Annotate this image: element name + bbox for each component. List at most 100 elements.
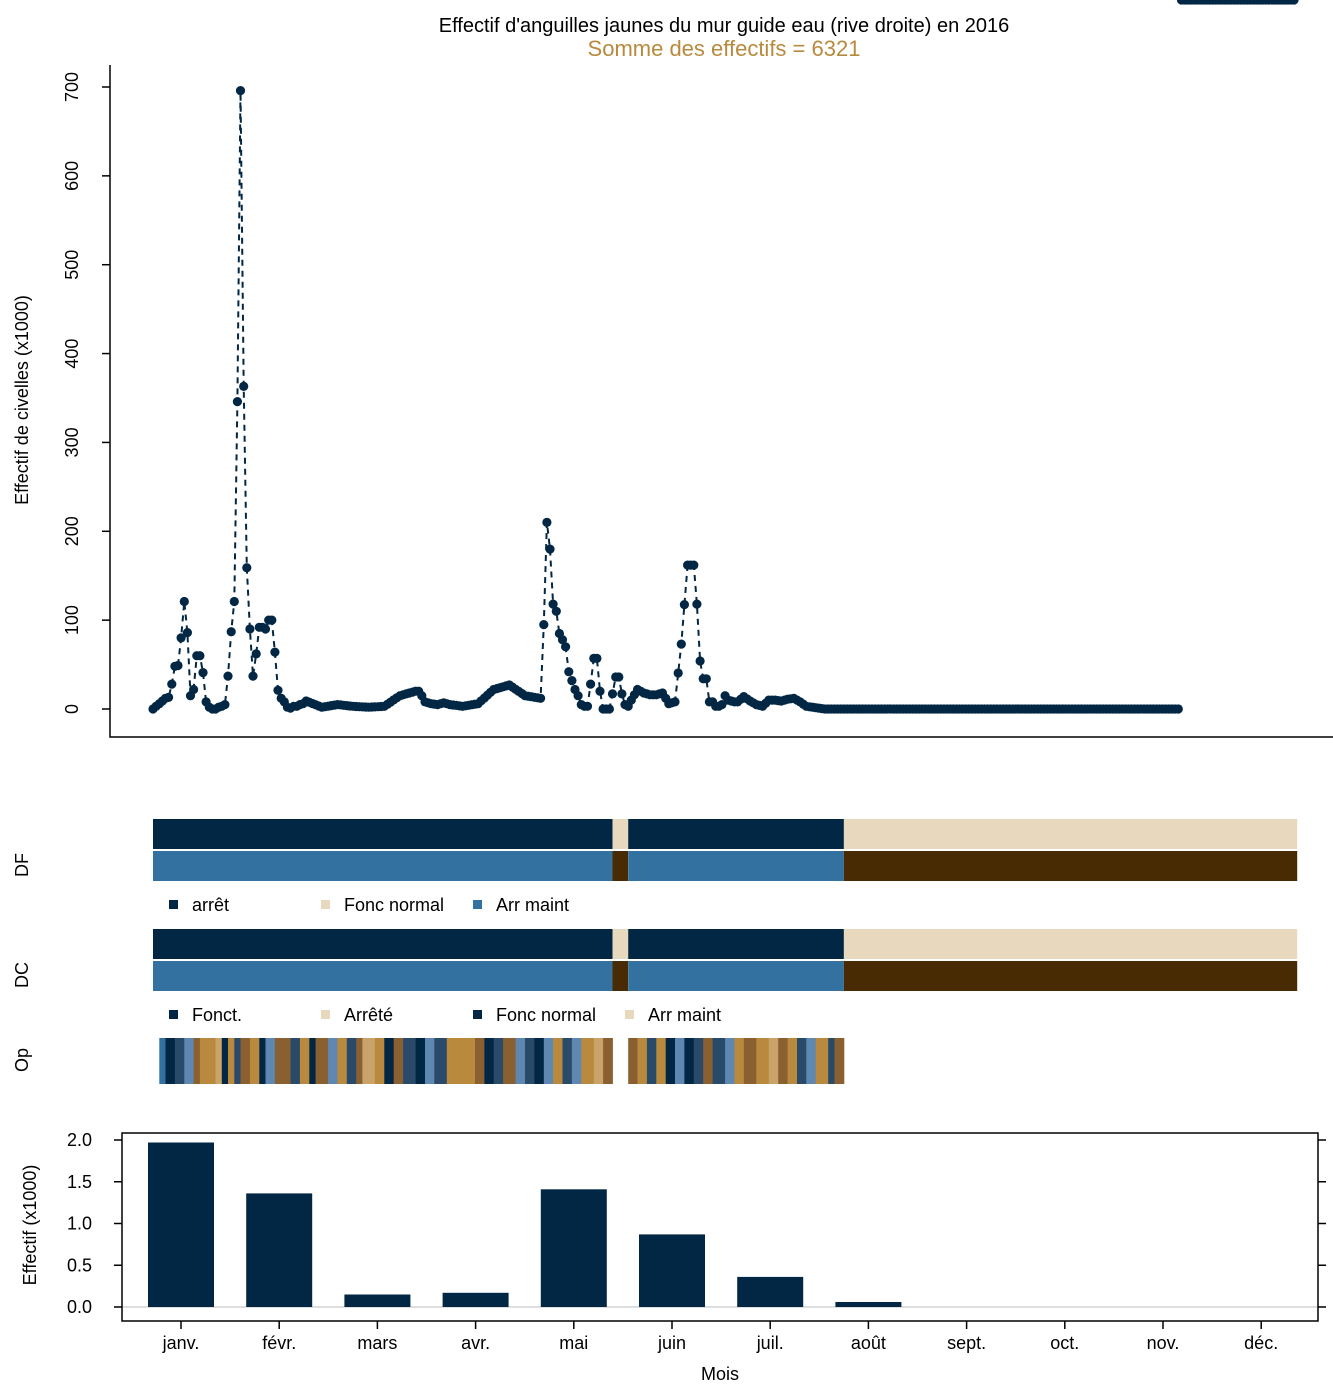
op-segment (665, 1038, 676, 1084)
op-segment (534, 1038, 545, 1084)
op-segment (274, 1038, 291, 1084)
band-bottom-segment (628, 851, 844, 881)
daily-point (1173, 704, 1183, 714)
op-segment (806, 1038, 817, 1084)
daily-point (226, 627, 236, 637)
op-segment (603, 1038, 613, 1084)
monthly-bar-panel: 0.0 0.5 1.0 1.5 2.0 janv. févr. mars avr. mai jui… (20, 1130, 1326, 1384)
band-bottom-segment (843, 961, 1298, 991)
dc-legend: Fonct. Arrêté Fonc normal Arr maint (169, 1005, 721, 1025)
op-segment (446, 1038, 476, 1084)
month-bar (540, 1189, 607, 1307)
band-top-segment (628, 929, 844, 959)
op-segment (309, 1038, 316, 1084)
daily-point (179, 596, 189, 607)
op-segment (174, 1038, 185, 1084)
daily-point (564, 667, 574, 677)
op-segment (184, 1038, 195, 1084)
top-y-tick-label: 400 (62, 339, 82, 369)
daily-point (235, 86, 246, 96)
top-y-tick-label: 200 (62, 516, 82, 546)
op-segment (768, 1038, 779, 1084)
legend-label: Arrêté (344, 1005, 393, 1025)
daily-count-panel: 0 100 200 300 400 500 600 700 Effectif de civel… (12, 0, 1333, 738)
op-segment (356, 1038, 363, 1084)
bar-x-tick-label: mai (559, 1333, 588, 1353)
daily-point (242, 563, 252, 573)
daily-point (586, 679, 596, 689)
op-segment (712, 1038, 726, 1084)
monthly-bars (148, 1142, 902, 1307)
daily-point (167, 679, 177, 689)
bar-right-ticks (1318, 1139, 1326, 1308)
bar-x-tick-label: sept. (947, 1333, 986, 1353)
daily-point (557, 635, 568, 645)
daily-point (176, 633, 186, 643)
bar-x-tick-label: nov. (1147, 1333, 1180, 1353)
op-segment (562, 1038, 573, 1084)
daily-point (695, 656, 705, 666)
op-segment (693, 1038, 704, 1084)
op-segment (684, 1038, 695, 1084)
bar-x-tick-labels: janv. févr. mars avr. mai juin juil. août sept. o… (162, 1321, 1278, 1353)
op-segment (553, 1038, 563, 1084)
bar-y-axis-label: Effectif (x1000) (20, 1165, 40, 1286)
op-segment (259, 1038, 266, 1084)
daily-point (551, 606, 561, 616)
chart-subtitle: Somme des effectifs = 6321 (588, 36, 861, 61)
daily-point (232, 397, 242, 407)
daily-point (614, 672, 624, 682)
month-bar (442, 1292, 509, 1307)
op-segment (403, 1038, 416, 1084)
legend-swatch (625, 1010, 634, 1019)
daily-point (701, 674, 711, 684)
legend-swatch (321, 900, 330, 909)
op-segment (646, 1038, 657, 1084)
df-legend: arrêt Fonc normal Arr maint (169, 895, 569, 915)
daily-point (267, 615, 277, 625)
band-bottom-segment (153, 851, 613, 881)
daily-point (582, 701, 593, 711)
month-bar (737, 1276, 804, 1307)
op-segment (581, 1038, 595, 1084)
bar-x-tick-label: juil. (756, 1333, 784, 1353)
daily-point (567, 676, 577, 686)
dc-band-label: DC (12, 962, 32, 988)
daily-point (573, 691, 583, 701)
top-y-tick-label: 0 (62, 704, 82, 714)
bar-y-tick-label: 0.0 (67, 1297, 92, 1317)
daily-point (607, 689, 618, 699)
df-band-label: DF (12, 853, 32, 877)
daily-point (182, 628, 192, 638)
op-segment (637, 1038, 648, 1084)
bar-x-tick-label: mars (357, 1333, 397, 1353)
daily-point (592, 653, 602, 664)
op-band-label: Op (12, 1048, 32, 1072)
daily-point (692, 599, 702, 609)
daily-point (248, 671, 258, 681)
band-top-segment (153, 819, 613, 849)
bar-x-tick-label: août (851, 1333, 886, 1353)
band-bottom-segment (628, 961, 844, 991)
daily-series-line (152, 90, 1179, 710)
bar-x-tick-label: oct. (1050, 1333, 1079, 1353)
op-segment (628, 1038, 638, 1084)
bar-x-tick-label: avr. (461, 1333, 490, 1353)
daily-point (164, 692, 174, 703)
band-bottom-segment (612, 851, 629, 881)
daily-point (617, 689, 627, 699)
top-plot-axes (109, 65, 1333, 738)
op-segment (734, 1038, 745, 1084)
op-segment (525, 1038, 535, 1084)
bar-x-tick-label: févr. (262, 1333, 296, 1353)
op-segment (315, 1038, 329, 1084)
op-segment (337, 1038, 348, 1084)
bar-x-tick-label: janv. (162, 1333, 200, 1353)
daily-point (545, 544, 555, 554)
band-top-segment (612, 819, 629, 849)
op-segment (515, 1038, 526, 1084)
bar-x-axis-label: Mois (701, 1364, 739, 1384)
op-segment (571, 1038, 582, 1084)
daily-point (536, 693, 546, 703)
